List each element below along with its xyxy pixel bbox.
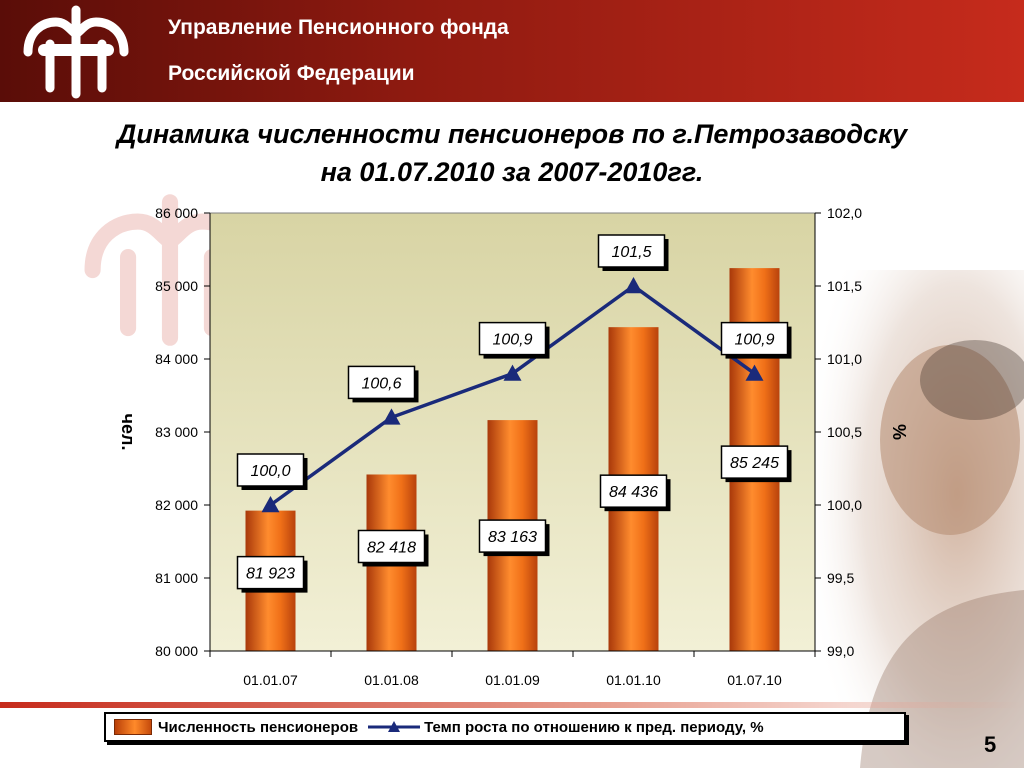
- chart-title-line2: на 01.07.2010 за 2007-2010гг.: [320, 157, 704, 187]
- left-tick-label: 81 000: [155, 570, 198, 586]
- right-tick-label: 101,5: [827, 278, 862, 294]
- growth-value-label-2-text: 100,6: [361, 375, 401, 392]
- growth-value-label-1-text: 100,0: [250, 463, 290, 480]
- growth-rate-point-2: [382, 408, 401, 425]
- left-tick-label: 84 000: [155, 351, 198, 367]
- bar-value-label-5-text: 85 245: [730, 455, 779, 472]
- growth-value-label-3: 100,9: [478, 321, 550, 359]
- growth-value-label-4-text: 101,5: [611, 244, 651, 261]
- pfr-logo-icon: [23, 5, 129, 99]
- x-tick-label: 01.01.09: [485, 672, 540, 688]
- left-tick-label: 85 000: [155, 278, 198, 294]
- bar-value-label-1-text: 81 923: [246, 566, 295, 583]
- bar-value-label-4: 84 436: [599, 474, 671, 512]
- right-tick-label: 99,0: [827, 643, 854, 659]
- chart-legend: Численность пенсионеров Темп роста по от…: [104, 712, 906, 742]
- growth-value-label-5-text: 100,9: [734, 332, 774, 349]
- growth-rate-point-5: [745, 364, 764, 381]
- bar-value-label-4-box: [599, 474, 668, 508]
- bar-value-label-5: 85 245: [720, 445, 792, 483]
- growth-value-label-1: 100,0: [236, 453, 308, 490]
- bar-value-label-5-box: [720, 445, 789, 479]
- right-tick-label: 101,0: [827, 351, 862, 367]
- growth-rate-point-4: [624, 277, 643, 294]
- left-tick-label: 86 000: [155, 205, 198, 221]
- right-tick-label: 100,5: [827, 424, 862, 440]
- header-org-line2: Российской Федерации: [168, 62, 415, 85]
- growth-value-label-3-text: 100,9: [492, 332, 532, 349]
- right-tick-label: 102,0: [827, 205, 862, 221]
- bar-value-label-2: 82 418: [357, 529, 429, 567]
- growth-rate-point-1: [261, 496, 280, 513]
- growth-value-label-4-box: [597, 234, 666, 268]
- growth-value-label-5-box: [720, 321, 789, 356]
- bar-value-label-3-box: [478, 519, 547, 553]
- right-tick-label: 100,0: [827, 497, 862, 513]
- chart-title-line1: Динамика численности пенсионеров по г.Пе…: [116, 119, 908, 149]
- growth-value-label-3-box: [478, 321, 547, 356]
- bar-value-label-2-box: [357, 529, 426, 564]
- legend-line-label: Темп роста по отношению к пред. периоду,…: [424, 718, 764, 736]
- bar-value-label-2-text: 82 418: [367, 539, 416, 556]
- y2-axis-title: %: [889, 424, 909, 440]
- left-tick-label: 80 000: [155, 643, 198, 659]
- header-bar: Управление Пенсионного фонда Российской …: [0, 0, 1024, 102]
- page-number: 5: [984, 732, 997, 757]
- growth-rate-point-3: [503, 364, 522, 381]
- x-tick-label: 01.07.10: [727, 672, 782, 688]
- left-tick-label: 82 000: [155, 497, 198, 513]
- growth-value-label-2-box: [347, 365, 416, 400]
- left-tick-label: 83 000: [155, 424, 198, 440]
- footer-accent-bar: [0, 702, 1024, 708]
- y-axis-title: чел.: [118, 414, 138, 451]
- growth-value-label-1-box: [236, 453, 305, 487]
- x-tick-label: 01.01.07: [243, 672, 298, 688]
- growth-value-label-2: 100,6: [347, 365, 419, 403]
- legend-bar-swatch: [114, 719, 152, 735]
- legend-line-swatch: [368, 721, 421, 732]
- legend-bar-label: Численность пенсионеров: [158, 718, 359, 736]
- bar-value-label-4-text: 84 436: [609, 484, 658, 501]
- x-tick-label: 01.01.10: [606, 672, 661, 688]
- growth-value-label-4: 101,5: [597, 234, 669, 271]
- x-tick-label: 01.01.08: [364, 672, 419, 688]
- bar-value-label-3: 83 163: [478, 519, 550, 557]
- header-org-line1: Управление Пенсионного фонда: [168, 16, 509, 39]
- bar-value-label-1-box: [236, 555, 305, 590]
- growth-value-label-5: 100,9: [720, 321, 792, 359]
- right-tick-label: 99,5: [827, 570, 854, 586]
- bar-value-label-1: 81 923: [236, 555, 308, 593]
- bar-value-label-3-text: 83 163: [488, 529, 537, 546]
